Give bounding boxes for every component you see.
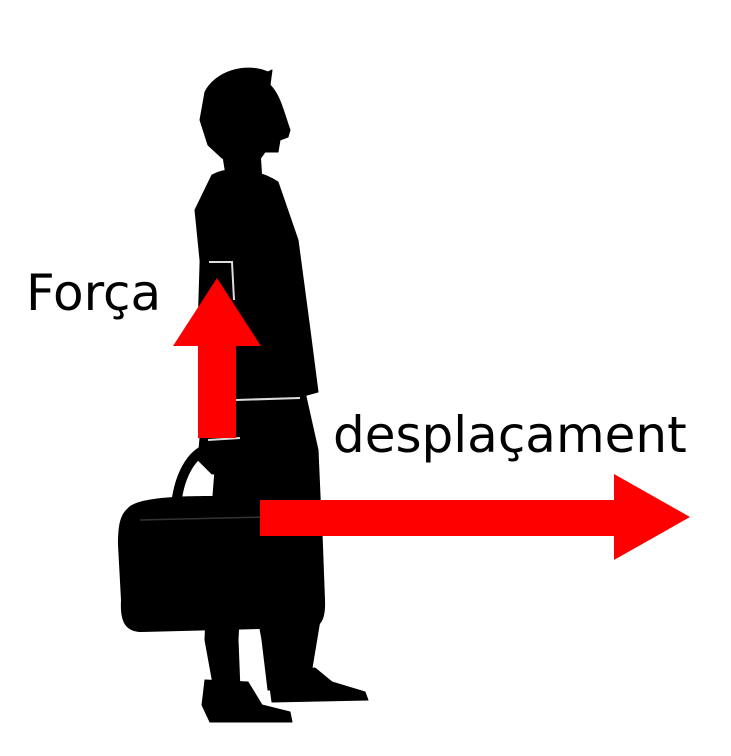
force-label: Força bbox=[26, 264, 162, 322]
displacement-arrow bbox=[260, 474, 690, 560]
back-shoe-shape bbox=[201, 679, 293, 723]
displacement-label: desplaçament bbox=[333, 406, 687, 464]
head-shape bbox=[199, 67, 291, 166]
bag-handle-back bbox=[171, 443, 217, 510]
front-shoe-shape bbox=[267, 667, 369, 703]
clothing-outline bbox=[207, 261, 301, 441]
force-arrow bbox=[173, 278, 261, 438]
